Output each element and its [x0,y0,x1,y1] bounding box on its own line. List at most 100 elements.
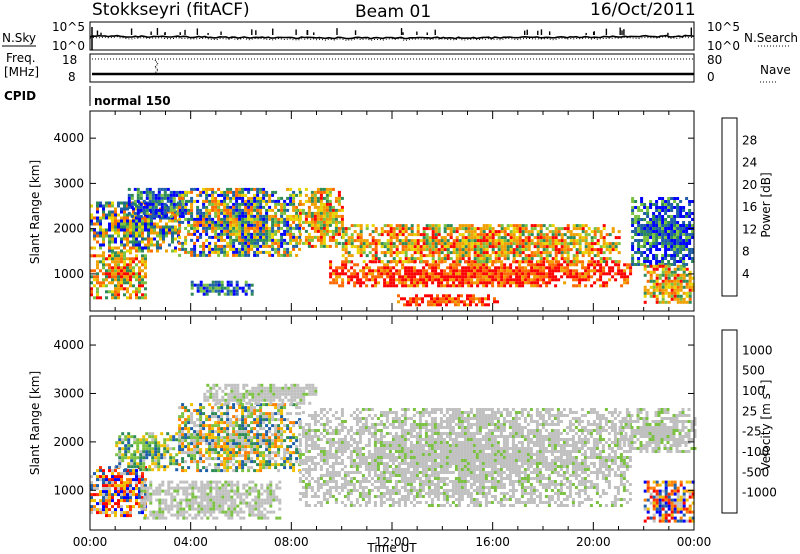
echo-cell [563,272,567,276]
echo-cell [238,460,242,464]
nsky-tick-top: 10^5 [52,20,85,34]
echo-cell [548,239,552,243]
echo-cell [452,239,456,243]
echo-cell [250,220,254,224]
echo-cell [99,508,102,512]
echo-cell [196,238,200,242]
echo-cell [217,442,221,446]
echo-cell [149,492,153,496]
echo-cell [169,438,173,442]
echo-cell [301,208,305,212]
echo-cell [138,266,141,270]
echo-cell [494,260,498,264]
echo-cell [307,223,311,227]
echo-cell [530,257,534,261]
echo-cell [117,254,120,258]
echo-cell [334,244,338,248]
echo-cell [422,281,426,285]
echo-cell [111,251,114,255]
echo-cell [283,424,287,428]
echo-cell [422,227,426,231]
echo-cell [298,220,302,224]
echo-cell [129,234,132,238]
echo-cell [467,272,471,276]
echo-cell [455,248,459,252]
echo-cell [220,463,224,467]
echo-cell [265,202,269,206]
echo-cell [214,424,218,428]
echo-cell [226,424,230,428]
echo-cell [144,466,147,470]
echo-cell [151,202,155,206]
echo-cell [217,235,221,239]
echo-cell [114,260,117,264]
echo-cell [265,220,269,224]
echo-cell [217,292,221,296]
echo-cell [123,257,126,261]
nsearch-label: N.Search [744,31,798,45]
echo-cell [578,227,582,231]
echo-cell [655,245,659,248]
echo-cell [114,254,117,258]
echo-cell [307,238,311,242]
echo-cell [340,196,344,200]
echo-cell [643,263,647,266]
echo-cell [289,214,293,218]
echo-cell [121,432,125,436]
echo-cell [590,275,594,279]
echo-cell [217,406,221,410]
echo-cell [380,230,384,234]
echo-cell [151,450,155,454]
echo-cell [557,233,561,237]
echo-cell [166,205,170,209]
echo-cell [688,212,692,215]
echo-cell [217,238,221,242]
echo-cell [322,235,326,239]
echo-cell [485,269,489,273]
echo-cell [688,297,692,301]
echo-cell [688,224,692,227]
echo-cell [676,239,680,242]
echo-cell [386,281,390,285]
echo-cell [521,251,525,255]
echo-cell [437,284,441,288]
echo-cell [196,205,200,209]
echo-cell [145,438,149,442]
echo-cell [136,190,140,194]
echo-cell [664,279,668,283]
echo-cell [223,232,227,236]
echo-cell [126,237,129,241]
echo-cell [96,216,99,220]
echo-cell [581,224,585,228]
echo-cell [479,257,483,261]
echo-cell [637,206,641,209]
echo-cell [289,253,293,257]
echo-cell [202,202,206,206]
echo-cell [670,197,674,200]
echo-cell [205,292,209,296]
echo-cell [410,257,414,261]
echo-cell [111,228,114,232]
echo-cell [691,233,695,236]
echo-cell [464,266,468,270]
echo-cell [193,448,197,452]
echo-cell [96,508,99,512]
echo-cell [658,218,662,221]
echo-cell [271,457,275,461]
echo-cell [530,272,534,276]
echo-cell [485,254,489,258]
echo-cell [587,269,591,273]
echo-cell [518,281,522,285]
echo-cell [433,300,436,304]
echo-cell [527,254,531,258]
echo-cell [667,248,671,251]
echo-cell [165,225,168,229]
echo-cell [425,284,429,288]
echo-cell [295,193,299,197]
echo-cell [123,210,126,214]
echo-cell [256,244,260,248]
echo-cell [637,218,641,221]
echo-cell [539,236,543,240]
echo-cell [117,263,120,267]
echo-cell [548,281,552,285]
